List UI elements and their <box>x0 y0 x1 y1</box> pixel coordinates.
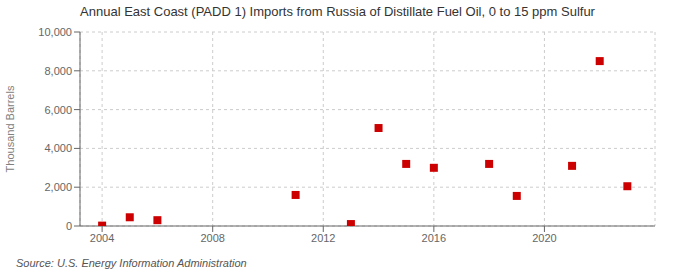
svg-text:4,000: 4,000 <box>44 142 72 154</box>
html-text:Source: U.S. Energy Informatio: Source: U.S. Energy Information Administ… <box>16 257 247 269</box>
svg-text:2008: 2008 <box>200 232 224 244</box>
svg-text:8,000: 8,000 <box>44 65 72 77</box>
svg-text:0: 0 <box>66 220 72 232</box>
svg-text:2020: 2020 <box>532 232 556 244</box>
svg-text:2016: 2016 <box>422 232 446 244</box>
svg-text:2004: 2004 <box>90 232 114 244</box>
svg-text:6,000: 6,000 <box>44 104 72 116</box>
svg-text:10,000: 10,000 <box>38 26 72 38</box>
html-text:Annual East Coast (PADD 1) Imp: Annual East Coast (PADD 1) Imports from … <box>80 4 595 19</box>
svg-text:2012: 2012 <box>311 232 335 244</box>
svg-text:2,000: 2,000 <box>44 181 72 193</box>
svg-text:Thousand Barrels: Thousand Barrels <box>8 85 16 172</box>
